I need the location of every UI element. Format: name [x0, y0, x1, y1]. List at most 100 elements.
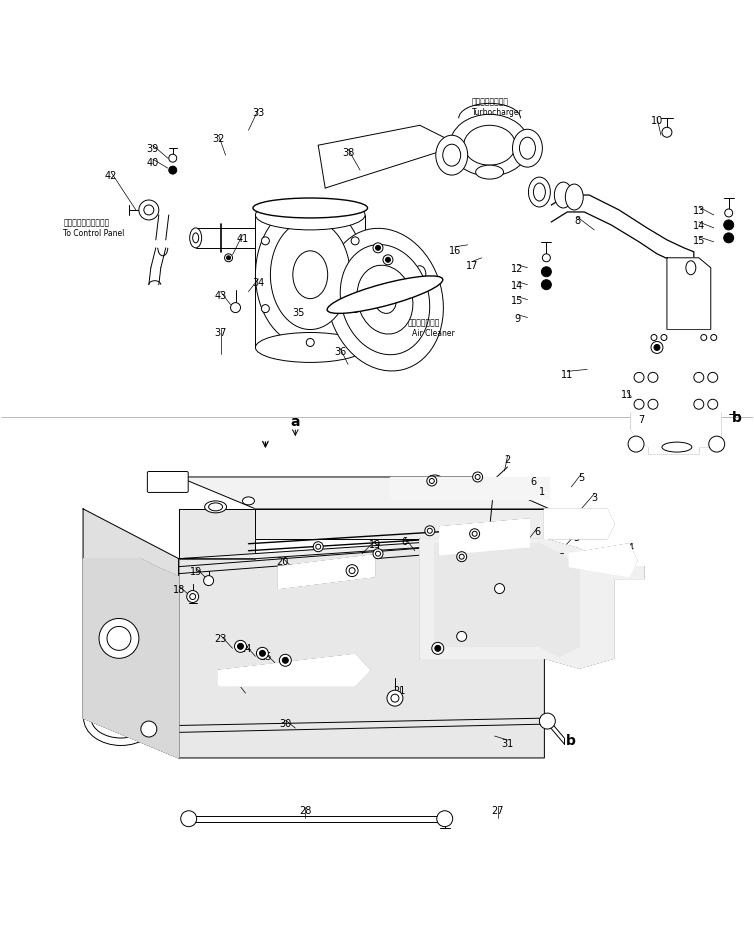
Text: 4: 4 [628, 542, 634, 552]
Text: 7: 7 [638, 414, 644, 425]
Circle shape [472, 531, 477, 537]
Circle shape [383, 256, 393, 265]
Text: 40: 40 [147, 158, 159, 168]
Text: 6: 6 [402, 536, 408, 547]
Ellipse shape [256, 333, 365, 363]
Ellipse shape [464, 126, 516, 166]
Text: 21: 21 [394, 685, 406, 696]
Circle shape [427, 477, 437, 486]
Circle shape [187, 591, 198, 603]
Circle shape [425, 526, 435, 536]
Circle shape [351, 238, 359, 245]
Circle shape [280, 654, 291, 666]
Text: 16: 16 [449, 245, 461, 256]
Circle shape [694, 373, 703, 383]
Circle shape [231, 303, 241, 313]
Text: 43: 43 [214, 291, 227, 300]
Circle shape [634, 400, 644, 410]
Circle shape [708, 373, 718, 383]
Circle shape [385, 258, 391, 263]
Text: Turbocharger: Turbocharger [472, 108, 523, 117]
Circle shape [375, 551, 381, 557]
Ellipse shape [271, 221, 350, 330]
Circle shape [651, 342, 663, 354]
Circle shape [661, 335, 667, 341]
Text: 14: 14 [693, 221, 705, 230]
Polygon shape [83, 559, 179, 758]
Ellipse shape [253, 199, 367, 219]
Circle shape [238, 644, 244, 649]
Text: a: a [290, 414, 300, 429]
Circle shape [459, 555, 464, 560]
Ellipse shape [374, 287, 396, 314]
Text: 25: 25 [259, 651, 271, 662]
Text: 42: 42 [105, 171, 117, 181]
Circle shape [429, 479, 434, 484]
Circle shape [190, 594, 196, 599]
Circle shape [181, 811, 197, 827]
Text: 13: 13 [693, 206, 705, 216]
Circle shape [473, 473, 483, 482]
Text: 27: 27 [492, 805, 504, 815]
Ellipse shape [357, 266, 413, 335]
Text: ターボチャージャ: ターボチャージャ [472, 97, 509, 106]
Text: 11: 11 [621, 390, 633, 400]
Polygon shape [179, 510, 256, 559]
Text: 41: 41 [236, 233, 249, 244]
Ellipse shape [327, 277, 443, 314]
Circle shape [256, 648, 268, 660]
Text: 39: 39 [147, 144, 159, 154]
Polygon shape [219, 654, 370, 686]
Circle shape [313, 542, 323, 552]
Ellipse shape [662, 443, 692, 452]
Text: 11: 11 [561, 370, 574, 379]
Polygon shape [390, 478, 550, 499]
Circle shape [107, 627, 131, 650]
Circle shape [709, 437, 725, 452]
Polygon shape [179, 478, 550, 510]
FancyBboxPatch shape [147, 472, 188, 493]
Circle shape [346, 565, 358, 577]
Text: 19: 19 [189, 566, 202, 576]
Circle shape [495, 584, 504, 594]
Circle shape [475, 475, 480, 480]
Ellipse shape [520, 138, 535, 160]
Ellipse shape [256, 203, 365, 347]
Circle shape [204, 576, 213, 586]
Text: 30: 30 [279, 718, 292, 729]
Text: 24: 24 [239, 644, 252, 653]
Text: 18: 18 [173, 584, 185, 594]
Circle shape [234, 641, 247, 652]
Ellipse shape [193, 233, 198, 244]
Polygon shape [627, 397, 727, 412]
Circle shape [708, 400, 718, 410]
Text: 33: 33 [253, 109, 265, 118]
Circle shape [541, 267, 551, 278]
Circle shape [141, 721, 157, 737]
Ellipse shape [566, 185, 584, 211]
Ellipse shape [190, 228, 201, 248]
Circle shape [541, 280, 551, 291]
Text: 23: 23 [214, 633, 227, 644]
Text: 12: 12 [511, 263, 524, 274]
Polygon shape [667, 259, 711, 330]
Polygon shape [83, 510, 179, 758]
Text: 29: 29 [505, 576, 518, 586]
Circle shape [654, 346, 660, 351]
Circle shape [144, 206, 154, 216]
Circle shape [470, 530, 480, 539]
Text: 35: 35 [292, 307, 305, 317]
Text: 2: 2 [504, 455, 510, 464]
Ellipse shape [554, 183, 572, 209]
Ellipse shape [340, 245, 430, 355]
Circle shape [373, 244, 383, 254]
Text: Air Cleaner: Air Cleaner [412, 329, 455, 338]
Polygon shape [440, 519, 529, 555]
Polygon shape [639, 346, 734, 358]
Text: 6: 6 [530, 477, 537, 486]
Circle shape [542, 255, 550, 262]
Text: 25: 25 [442, 639, 454, 649]
Circle shape [99, 619, 139, 659]
Polygon shape [420, 539, 614, 668]
Circle shape [262, 305, 269, 313]
